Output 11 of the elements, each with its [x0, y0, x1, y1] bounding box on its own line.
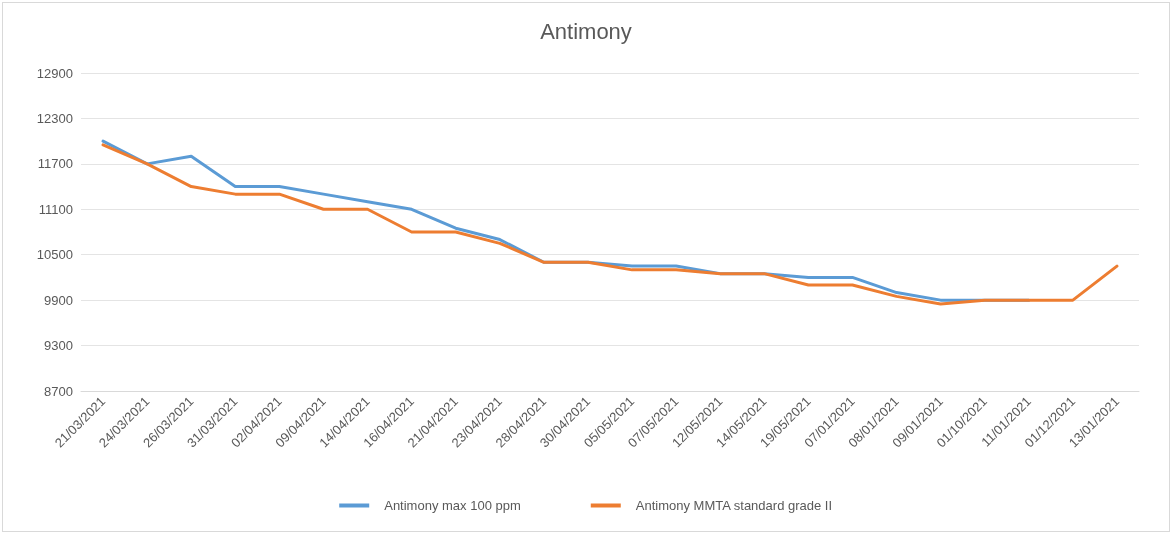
y-tick-label: 8700 [44, 383, 73, 399]
y-tick-label: 11700 [37, 156, 73, 172]
y-tick-label: 10500 [36, 247, 73, 263]
chart-title: Antimony [540, 18, 632, 44]
y-tick-label: 12300 [36, 110, 73, 126]
legend-label: Antimony MMTA standard grade II [635, 498, 833, 513]
y-tick-label: 9900 [44, 292, 73, 308]
y-tick-label: 11100 [38, 201, 73, 217]
legend-label: Antimony max 100 ppm [384, 498, 521, 513]
y-tick-label: 9300 [44, 338, 73, 354]
y-tick-label: 12900 [36, 65, 73, 81]
